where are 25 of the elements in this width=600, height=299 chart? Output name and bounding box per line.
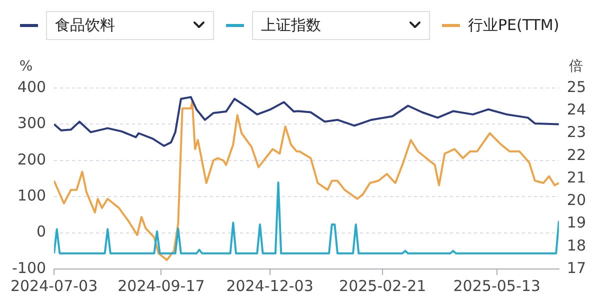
y-tick-label: 300 (17, 114, 46, 132)
y-tick-label: 200 (17, 150, 46, 168)
y2-tick-label: 19 (566, 214, 586, 232)
y-tick-label: 400 (17, 78, 46, 96)
legend-label: 上证指数 (261, 16, 321, 34)
y2-axis-title: 倍 (569, 58, 583, 75)
x-tick-label: 2024-12-03 (226, 276, 314, 295)
y2-tick-label: 18 (566, 236, 586, 254)
x-tick-label: 2025-05-13 (453, 276, 540, 295)
y2-tick-label: 22 (566, 146, 586, 164)
legend-label: 行业PE(TTM) (468, 16, 560, 34)
y2-tick-label: 25 (566, 78, 586, 96)
x-tick-label: 2024-09-17 (118, 276, 205, 295)
y-tick-label: 100 (17, 186, 46, 204)
legend-label: 食品饮料 (55, 16, 115, 34)
y2-tick-label: 21 (566, 168, 586, 186)
y2-tick-label: 23 (566, 123, 586, 142)
y-tick-label: -100 (12, 258, 46, 277)
y2-tick-label: 24 (566, 100, 586, 119)
x-tick-label: 2024-07-03 (10, 276, 98, 295)
x-tick-label: 2025-02-21 (339, 276, 426, 295)
y-axis-title: % (19, 58, 33, 75)
y2-tick-label: 20 (566, 191, 586, 210)
y2-tick-label: 17 (566, 258, 586, 277)
y-tick-label: 0 (36, 222, 46, 241)
